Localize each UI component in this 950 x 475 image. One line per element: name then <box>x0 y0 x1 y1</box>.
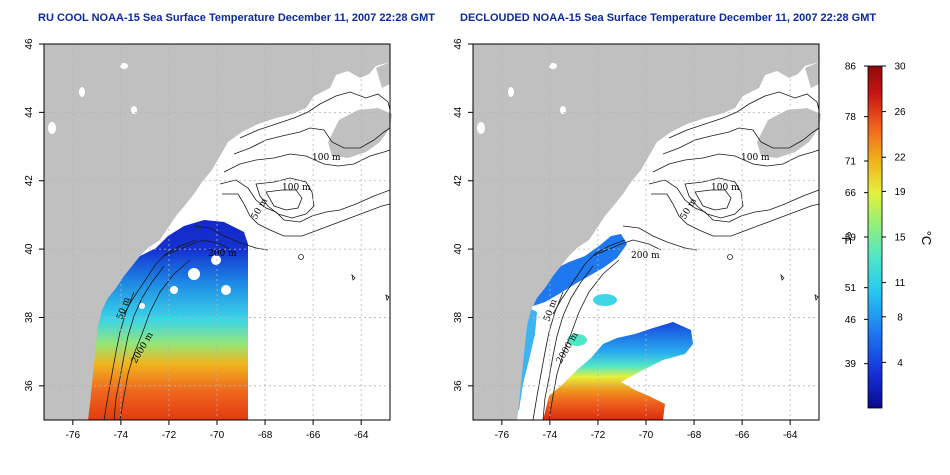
fahrenheit-unit-label: °F <box>839 231 854 244</box>
x-tick-label: -74 <box>543 430 558 441</box>
celsius-tick-label: 4 <box>897 358 903 369</box>
y-tick-label: 38 <box>24 311 35 323</box>
y-tick-label: 36 <box>453 380 464 392</box>
contour-label: 200 m <box>631 251 660 261</box>
y-tick-label: 38 <box>453 311 464 323</box>
fahrenheit-tick-label: 86 <box>845 62 857 73</box>
celsius-scale: 30 26 22 19 15 11 8 4 <box>882 62 906 369</box>
x-tick-label: -70 <box>639 430 654 441</box>
x-tick-label: -72 <box>591 430 606 441</box>
x-axis: -76 -74 -72 -70 -68 -66 -64 <box>66 420 369 441</box>
fahrenheit-tick-label: 46 <box>845 315 857 326</box>
x-tick-label: -72 <box>162 430 177 441</box>
x-tick-label: -68 <box>258 430 273 441</box>
cloud-gaps <box>139 255 231 309</box>
map-panel-raw: 100 m 100 m 50 m 200 m 50 m 2000 m -76 -7… <box>24 38 392 441</box>
y-tick-label: 46 <box>453 38 464 50</box>
x-tick-label: -74 <box>114 430 129 441</box>
y-tick-label: 46 <box>24 38 35 50</box>
contour-label: 100 m <box>711 183 740 193</box>
y-tick-label: 40 <box>24 243 35 255</box>
x-tick-label: -76 <box>66 430 81 441</box>
lakes <box>48 63 137 134</box>
lakes <box>477 63 566 134</box>
x-axis: -76 -74 -72 -70 -68 -66 -64 <box>495 420 798 441</box>
fahrenheit-scale: 86 78 71 66 59 51 46 39 <box>845 62 868 370</box>
contour-label: 200 m <box>208 249 237 259</box>
panel-title-declouded: DECLOUDED NOAA-15 Sea Surface Temperatur… <box>460 12 877 24</box>
celsius-tick-label: 30 <box>894 62 906 73</box>
y-tick-label: 44 <box>453 106 464 118</box>
celsius-tick-label: 15 <box>894 233 906 244</box>
fahrenheit-tick-label: 71 <box>845 157 857 168</box>
x-tick-label: -64 <box>354 430 369 441</box>
y-tick-label: 40 <box>453 243 464 255</box>
sst-data-declouded <box>503 234 693 420</box>
y-tick-label: 42 <box>453 175 464 187</box>
y-axis: 36 38 40 42 44 46 <box>453 38 473 391</box>
fahrenheit-tick-label: 59 <box>845 233 857 244</box>
contour-label: 100 m <box>741 153 770 163</box>
celsius-unit-label: °C <box>919 231 934 246</box>
panel-title-raw: RU COOL NOAA-15 Sea Surface Temperature … <box>38 12 435 24</box>
temperature-colorbar: 86 78 71 66 59 51 46 39 30 26 22 19 15 11 8 4 °F °C <box>839 62 934 409</box>
celsius-tick-label: 22 <box>894 153 906 164</box>
celsius-tick-label: 19 <box>894 187 906 198</box>
x-tick-label: -70 <box>210 430 225 441</box>
y-axis: 36 38 40 42 44 46 <box>24 38 44 391</box>
x-tick-label: -66 <box>735 430 750 441</box>
colorbar-gradient <box>867 65 883 409</box>
contour-label: 100 m <box>312 153 341 163</box>
y-tick-label: 36 <box>24 380 35 392</box>
y-tick-label: 42 <box>24 175 35 187</box>
celsius-tick-label: 11 <box>895 278 906 289</box>
x-tick-label: -68 <box>687 430 702 441</box>
map-panel-declouded: 100 m 100 m 50 m 200 m 50 m 2000 m -76 -7… <box>453 38 821 441</box>
x-tick-label: -76 <box>495 430 510 441</box>
fahrenheit-tick-label: 66 <box>845 188 857 199</box>
fahrenheit-tick-label: 39 <box>845 359 857 370</box>
x-tick-label: -66 <box>306 430 321 441</box>
x-tick-label: -64 <box>783 430 798 441</box>
celsius-tick-label: 26 <box>894 107 906 118</box>
y-tick-label: 44 <box>24 106 35 118</box>
contour-label: 100 m <box>282 183 311 193</box>
celsius-tick-label: 8 <box>897 312 903 323</box>
fahrenheit-tick-label: 51 <box>845 283 857 294</box>
fahrenheit-tick-label: 78 <box>845 112 857 123</box>
